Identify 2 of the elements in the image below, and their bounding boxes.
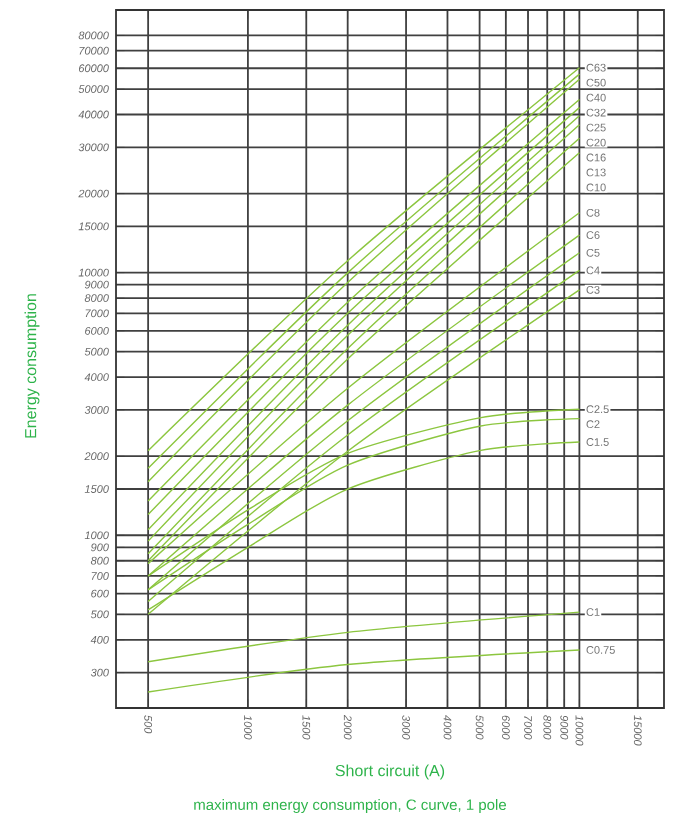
y-axis-title: Energy consumption xyxy=(24,294,40,438)
x-axis-title: Short circuit (A) xyxy=(335,764,445,780)
